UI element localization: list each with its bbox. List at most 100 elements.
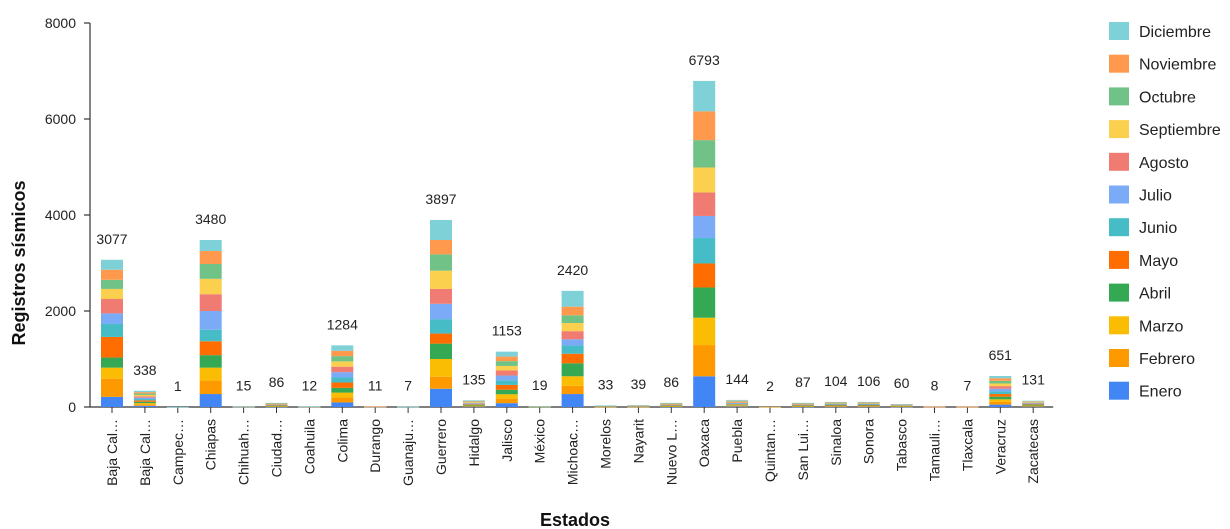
bar-segment <box>495 356 518 362</box>
bar-segment <box>133 403 156 405</box>
bar-segment <box>101 357 123 368</box>
bar-segment <box>693 376 716 407</box>
bar-segment <box>133 399 156 401</box>
bar-segment <box>726 403 749 404</box>
legend-label: Enero <box>1139 384 1182 401</box>
x-tick-label: Chiapas <box>203 419 219 470</box>
bar-segment <box>199 239 222 251</box>
bar-segment <box>989 394 1012 397</box>
legend-label: Julio <box>1139 188 1172 205</box>
bar-segment <box>331 377 354 383</box>
bar-segment <box>331 392 354 398</box>
bar-segment <box>824 402 847 403</box>
x-tick-label: Morelos <box>598 419 614 469</box>
x-tick-label: Sonora <box>861 419 877 464</box>
bar-segment <box>989 386 1012 389</box>
bar-segment <box>791 405 814 407</box>
bar-segment <box>791 403 814 405</box>
x-tick-label: Nayarit <box>630 419 646 463</box>
bar-segment <box>693 167 716 193</box>
bar-stack <box>660 402 683 408</box>
bar-segment <box>101 269 123 280</box>
legend-label: Diciembre <box>1139 24 1211 41</box>
bar-total-label: 1284 <box>327 316 358 332</box>
bar-segment <box>561 376 584 386</box>
bar-segment <box>199 294 222 311</box>
bar-stack <box>232 406 255 408</box>
bar-segment <box>857 406 880 407</box>
bar-segment <box>791 402 814 404</box>
bar-segment <box>133 392 156 394</box>
bar-stack <box>101 259 123 407</box>
bar-segment <box>561 353 584 364</box>
bar-segment <box>101 313 123 324</box>
bar-stack <box>693 80 716 407</box>
y-tick-label: 2000 <box>45 303 76 319</box>
bar-segment <box>693 345 716 377</box>
bar-segment <box>265 404 288 406</box>
bar-total-label: 12 <box>302 377 318 393</box>
bar-segment <box>1022 403 1045 404</box>
bar-segment <box>660 404 683 406</box>
bar-segment <box>331 356 354 362</box>
bar-total-label: 33 <box>598 376 614 392</box>
legend-swatch <box>1109 381 1129 400</box>
x-tick-label: Veracruz <box>992 419 1008 474</box>
x-tick-label: Baja Cal… <box>137 419 153 486</box>
y-tick-label: 6000 <box>45 111 76 127</box>
bar-segment <box>759 406 781 408</box>
bar-stack <box>759 406 781 408</box>
bar-segment <box>791 403 814 404</box>
x-tick-label: Coahuila <box>301 419 317 474</box>
bar-segment <box>857 405 880 407</box>
bar-segment <box>824 402 847 404</box>
bar-segment <box>824 403 847 404</box>
legend-item: Febrero <box>1109 349 1195 368</box>
bar-segment <box>495 403 518 407</box>
bar-segment <box>430 388 452 407</box>
bar-segment <box>265 406 288 407</box>
bar-segment <box>956 406 979 408</box>
bar-segment <box>199 380 222 395</box>
bar-segment <box>495 375 518 381</box>
bar-segment <box>890 404 913 405</box>
bar-segment <box>726 401 749 403</box>
x-tick-label: Baja Cal… <box>104 419 120 486</box>
bar-segment <box>561 385 584 395</box>
bar-stack <box>824 402 847 408</box>
bar-segment <box>857 403 880 404</box>
bar-segment <box>989 391 1012 395</box>
bar-segment <box>660 402 683 404</box>
bar-segment <box>495 361 518 366</box>
bar-segment <box>726 402 749 404</box>
bar-segment <box>660 405 683 407</box>
bar-segment <box>495 398 518 404</box>
bar-segment <box>726 405 749 407</box>
bar-segment <box>462 404 485 406</box>
bar-segment <box>989 401 1012 405</box>
legend: Diciembre Noviembre Octubre Septiembre Agost… <box>1109 22 1221 401</box>
bar-segment <box>495 351 518 357</box>
bar-segment <box>199 329 222 342</box>
bar-segment <box>660 403 683 404</box>
bar-segment <box>101 279 123 289</box>
x-tick-label: Zacatecas <box>1025 419 1041 484</box>
bar-segment <box>824 402 847 403</box>
bar-stack <box>561 290 584 407</box>
bar-segment <box>989 375 1012 379</box>
bar-segment <box>791 405 814 406</box>
legend-item: Octubre <box>1109 87 1196 106</box>
bar-segment <box>101 336 123 358</box>
bar-segment <box>430 319 452 334</box>
bar-total-label: 87 <box>795 374 811 390</box>
bar-segment <box>462 402 485 403</box>
x-tick-label: México <box>532 419 548 464</box>
bar-total-label: 19 <box>532 377 548 393</box>
bar-segment <box>660 403 683 405</box>
bar-segment <box>791 406 814 407</box>
bar-stack <box>265 402 288 408</box>
legend-label: Junio <box>1139 220 1177 237</box>
bar-segment <box>561 363 584 377</box>
bar-total-label: 2420 <box>557 262 588 278</box>
